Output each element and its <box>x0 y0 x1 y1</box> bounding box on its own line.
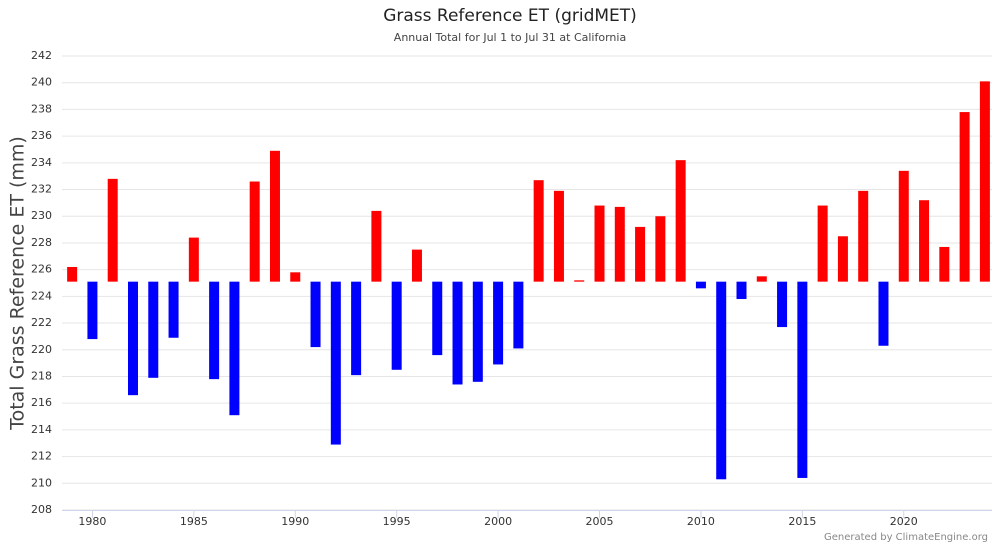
bar <box>635 226 646 282</box>
bar <box>513 281 524 349</box>
y-tick-label: 232 <box>31 183 52 196</box>
bar <box>310 281 321 348</box>
x-tick-label: 2005 <box>586 515 614 528</box>
bar <box>777 281 788 328</box>
bar <box>168 281 179 338</box>
y-tick-label: 212 <box>31 450 52 463</box>
bar <box>533 180 544 282</box>
bar <box>959 112 970 282</box>
bar <box>594 205 605 282</box>
bar <box>188 237 199 282</box>
bar <box>878 281 889 346</box>
credit: Generated by ClimateEngine.org <box>824 532 988 543</box>
y-tick-label: 218 <box>31 369 52 382</box>
y-tick-label: 226 <box>31 263 52 276</box>
bar <box>371 210 382 282</box>
bar <box>553 190 564 282</box>
bar <box>127 281 138 396</box>
bar <box>898 170 909 282</box>
bar <box>716 281 727 480</box>
bar <box>797 281 808 478</box>
bar <box>269 150 280 282</box>
chart-title: Grass Reference ET (gridMET) <box>383 6 637 26</box>
bar <box>736 281 747 300</box>
bar <box>452 281 463 385</box>
bar <box>472 281 483 382</box>
y-tick-label: 230 <box>31 209 52 222</box>
bar <box>351 281 362 376</box>
x-tick-label: 2015 <box>788 515 816 528</box>
y-tick-label: 220 <box>31 343 52 356</box>
bar <box>574 280 585 282</box>
y-axis-title: Total Grass Reference ET (mm) <box>7 136 29 431</box>
y-tick-label: 214 <box>31 423 52 436</box>
x-tick-label: 2000 <box>484 515 512 528</box>
bar <box>290 272 301 282</box>
bar <box>493 281 504 365</box>
y-tick-label: 224 <box>31 289 52 302</box>
chart-subtitle: Annual Total for Jul 1 to Jul 31 at Cali… <box>394 31 626 44</box>
y-tick-label: 210 <box>31 476 52 489</box>
bar <box>858 190 869 282</box>
y-tick-label: 236 <box>31 129 52 142</box>
bar <box>330 281 341 445</box>
bar <box>67 266 78 282</box>
y-tick-label: 228 <box>31 236 52 249</box>
bar <box>919 200 930 282</box>
x-tick-label: 2010 <box>687 515 715 528</box>
x-tick-label: 1980 <box>78 515 106 528</box>
y-tick-label: 242 <box>31 49 52 62</box>
y-tick-label: 222 <box>31 316 52 329</box>
y-tick-label: 216 <box>31 396 52 409</box>
bar <box>817 205 828 282</box>
y-tick-label: 238 <box>31 102 52 115</box>
bar <box>756 276 767 282</box>
x-tick-label: 1990 <box>281 515 309 528</box>
bar <box>391 281 402 370</box>
bar <box>148 281 159 378</box>
y-tick-label: 234 <box>31 156 52 169</box>
bar <box>837 236 848 282</box>
x-tick-label: 1995 <box>383 515 411 528</box>
x-tick-label: 2020 <box>890 515 918 528</box>
x-tick-label: 1985 <box>180 515 208 528</box>
bar <box>979 81 990 282</box>
bar <box>432 281 443 356</box>
bar <box>695 281 706 289</box>
bar <box>229 281 240 416</box>
bar <box>249 181 260 282</box>
bar <box>107 178 118 282</box>
bar <box>87 281 98 340</box>
bar <box>675 160 686 282</box>
bar <box>411 249 422 282</box>
bar <box>614 206 625 282</box>
bar <box>939 246 950 282</box>
y-tick-label: 240 <box>31 76 52 89</box>
y-tick-label: 208 <box>31 503 52 516</box>
bar <box>655 216 666 282</box>
bar <box>209 281 220 380</box>
